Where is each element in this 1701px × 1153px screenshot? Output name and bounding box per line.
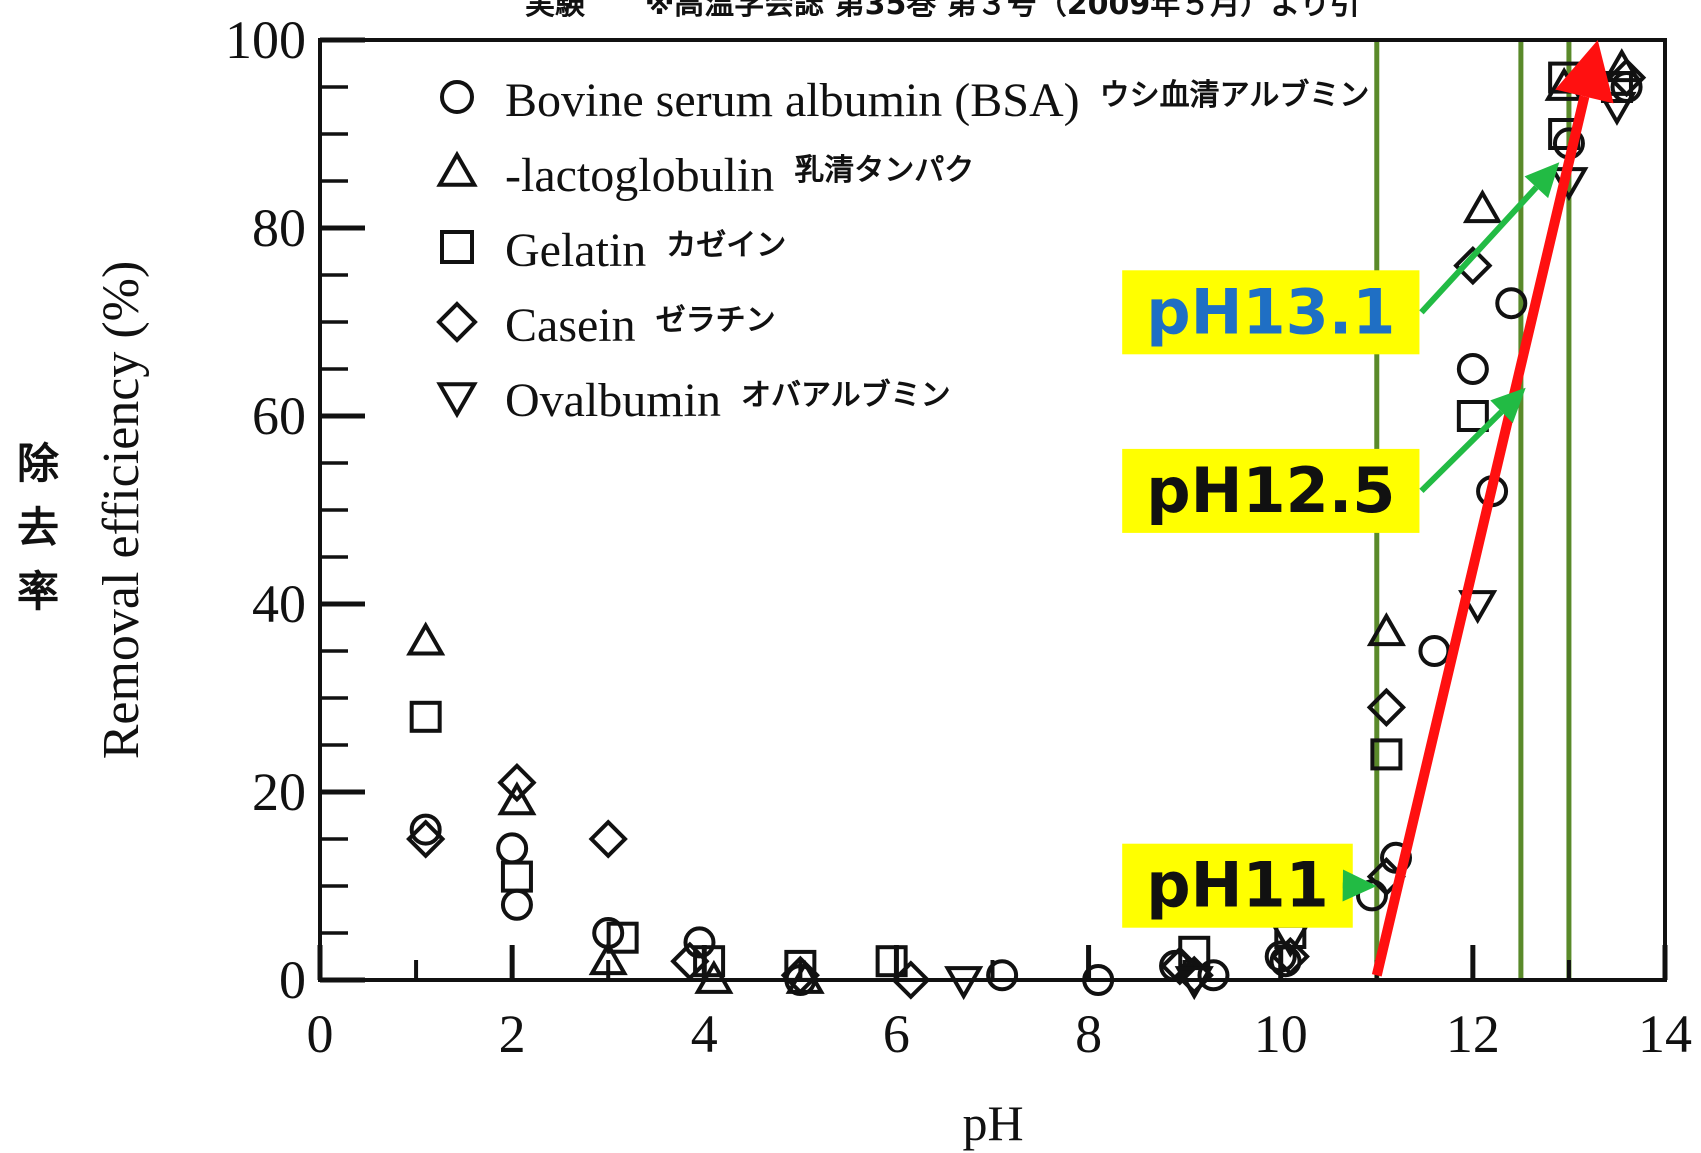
data-point [1456,353,1489,385]
legend-label-ja: ウシ血清アルブミン [1100,78,1370,113]
data-point [1453,245,1493,286]
legend-label-ja: カゼイン [666,228,786,263]
legend-label-ja: 乳清タンパク [794,153,974,188]
data-point [500,888,533,921]
data-point [1495,287,1528,320]
data-point [497,762,537,803]
legend-label-ja: オバアルブミン [741,378,951,413]
data-point [588,941,628,976]
ph-callouts: pH11 pH12.5 pH13.1 [1122,162,1560,928]
legend-label-gelatin: Gelatin [505,224,646,277]
data-point [497,781,537,816]
legend-marker-triangle [436,150,478,187]
x-tick-label: 4 [691,1004,718,1064]
callout-arrow-head [1524,162,1560,199]
data-point [1366,612,1406,647]
data-point [409,700,442,733]
data-point [406,819,446,859]
data-point [409,813,442,846]
callout-box [1122,843,1353,928]
x-tick-label: 14 [1638,1004,1692,1064]
callout-box [1122,448,1420,533]
callout-box [1122,270,1420,355]
x-tick-label: 8 [1075,1004,1102,1064]
legend-marker-square [440,230,474,264]
legend-label-lactoglobulin: -lactoglobulin [505,149,774,202]
series-casein [406,57,1647,1000]
trend-arrow [1371,40,1614,977]
data-point [694,959,734,994]
x-tick-label: 6 [883,1004,910,1064]
callout-arrow-shaft [1419,185,1539,315]
chart-header-text: 実験 ※高温学会誌 第35巻 第３号（2009年５月）より引 [525,0,1360,22]
data-point [406,621,446,656]
y-tick-label: 60 [252,386,306,446]
x-tick-label: 0 [307,1004,334,1064]
x-tick-label: 10 [1254,1004,1308,1064]
data-point [1082,964,1115,996]
y-axis-label-ja: 除去率 [17,439,60,616]
data-point [780,955,820,995]
legend-label-casein: Casein [505,299,636,352]
data-point [606,921,639,954]
data-point [1264,940,1297,973]
data-point [891,960,931,1000]
data-point [1458,590,1498,625]
callout-arrow-head [1490,387,1526,424]
y-axis-label: Removal efficiency (%) [93,261,150,760]
data-point [1197,959,1230,992]
legend-label-bovine-serum-albumin-bsa: Bovine serum albumin (BSA) [505,74,1080,127]
legend-label-ja: ゼラチン [656,303,776,338]
y-tick-label: 80 [252,198,306,258]
y-axis-label-ja-char: 去 [17,503,59,552]
callout-ph12-5: pH12.5 [1122,387,1526,533]
trend-arrow-head [1555,40,1614,104]
callout-label: pH13.1 [1146,275,1395,348]
y-axis-label-ja-char: 除 [17,439,60,488]
y-tick-label: 40 [252,574,306,634]
callout-ph11: pH11 [1122,843,1377,928]
legend: Bovine serum albumin (BSA) ウシ血清アルブミン -lact… [436,74,1370,427]
data-point [1456,400,1489,432]
legend-marker-triangle-down [436,382,478,419]
trend-arrow-shaft [1371,95,1590,977]
data-point [670,941,710,981]
x-tick-label: 2 [499,1004,526,1064]
data-point [986,959,1019,992]
callout-label: pH12.5 [1146,454,1395,527]
callout-label: pH11 [1146,849,1329,922]
series-bovine-serum-albumin-bsa [409,71,1643,996]
x-tick-label: 12 [1446,1004,1500,1064]
y-tick-label: 100 [225,10,306,70]
y-axis-ticks: 0 20 40 60 80 100 [225,10,365,1010]
y-tick-label: 0 [279,950,306,1010]
data-point [1597,91,1637,126]
y-axis-label-ja-char: 率 [17,567,59,616]
data-point [1418,635,1451,667]
data-point [500,860,533,893]
data-point [1174,966,1214,1001]
y-tick-label: 20 [252,762,306,822]
legend-marker-circle [440,80,474,114]
data-point [1270,936,1310,977]
data-point [944,966,984,1001]
data-point [1462,189,1503,224]
x-axis-label: pH [962,1095,1023,1151]
data-point [1366,687,1407,728]
data-point [784,949,817,982]
data-point [1370,738,1403,771]
data-point [693,945,726,978]
callout-ph13-1: pH13.1 [1122,162,1560,355]
data-point [588,819,628,859]
callout-arrow-head [1342,869,1377,902]
callout-arrow-shaft [1419,409,1504,494]
legend-marker-diamond [436,301,478,343]
data-point [496,832,529,865]
legend-label-ovalbumin: Ovalbumin [505,374,721,427]
data-point [875,945,908,978]
